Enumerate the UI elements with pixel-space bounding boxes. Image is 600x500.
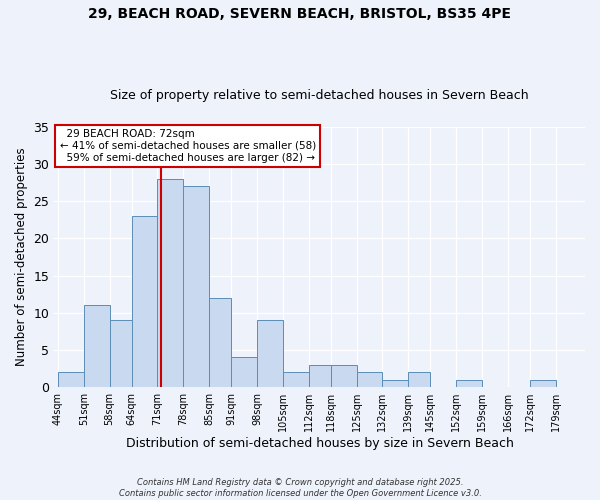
Y-axis label: Number of semi-detached properties: Number of semi-detached properties — [15, 148, 28, 366]
Bar — [308, 365, 331, 387]
Bar — [408, 372, 430, 387]
Bar — [131, 216, 157, 387]
Bar — [283, 372, 308, 387]
Bar — [456, 380, 482, 387]
Bar — [331, 365, 356, 387]
Text: 29, BEACH ROAD, SEVERN BEACH, BRISTOL, BS35 4PE: 29, BEACH ROAD, SEVERN BEACH, BRISTOL, B… — [89, 8, 511, 22]
Bar — [110, 320, 131, 387]
Bar — [231, 358, 257, 387]
Bar — [356, 372, 382, 387]
Bar — [209, 298, 231, 387]
Bar — [382, 380, 408, 387]
Bar — [58, 372, 84, 387]
Text: 29 BEACH ROAD: 72sqm  
← 41% of semi-detached houses are smaller (58)
  59% of s: 29 BEACH ROAD: 72sqm ← 41% of semi-detac… — [59, 130, 316, 162]
Title: Size of property relative to semi-detached houses in Severn Beach: Size of property relative to semi-detach… — [110, 89, 529, 102]
Bar — [183, 186, 209, 387]
Bar — [84, 306, 110, 387]
Bar — [257, 320, 283, 387]
Bar — [530, 380, 556, 387]
Bar — [157, 179, 183, 387]
Text: Contains HM Land Registry data © Crown copyright and database right 2025.
Contai: Contains HM Land Registry data © Crown c… — [119, 478, 481, 498]
X-axis label: Distribution of semi-detached houses by size in Severn Beach: Distribution of semi-detached houses by … — [126, 437, 514, 450]
